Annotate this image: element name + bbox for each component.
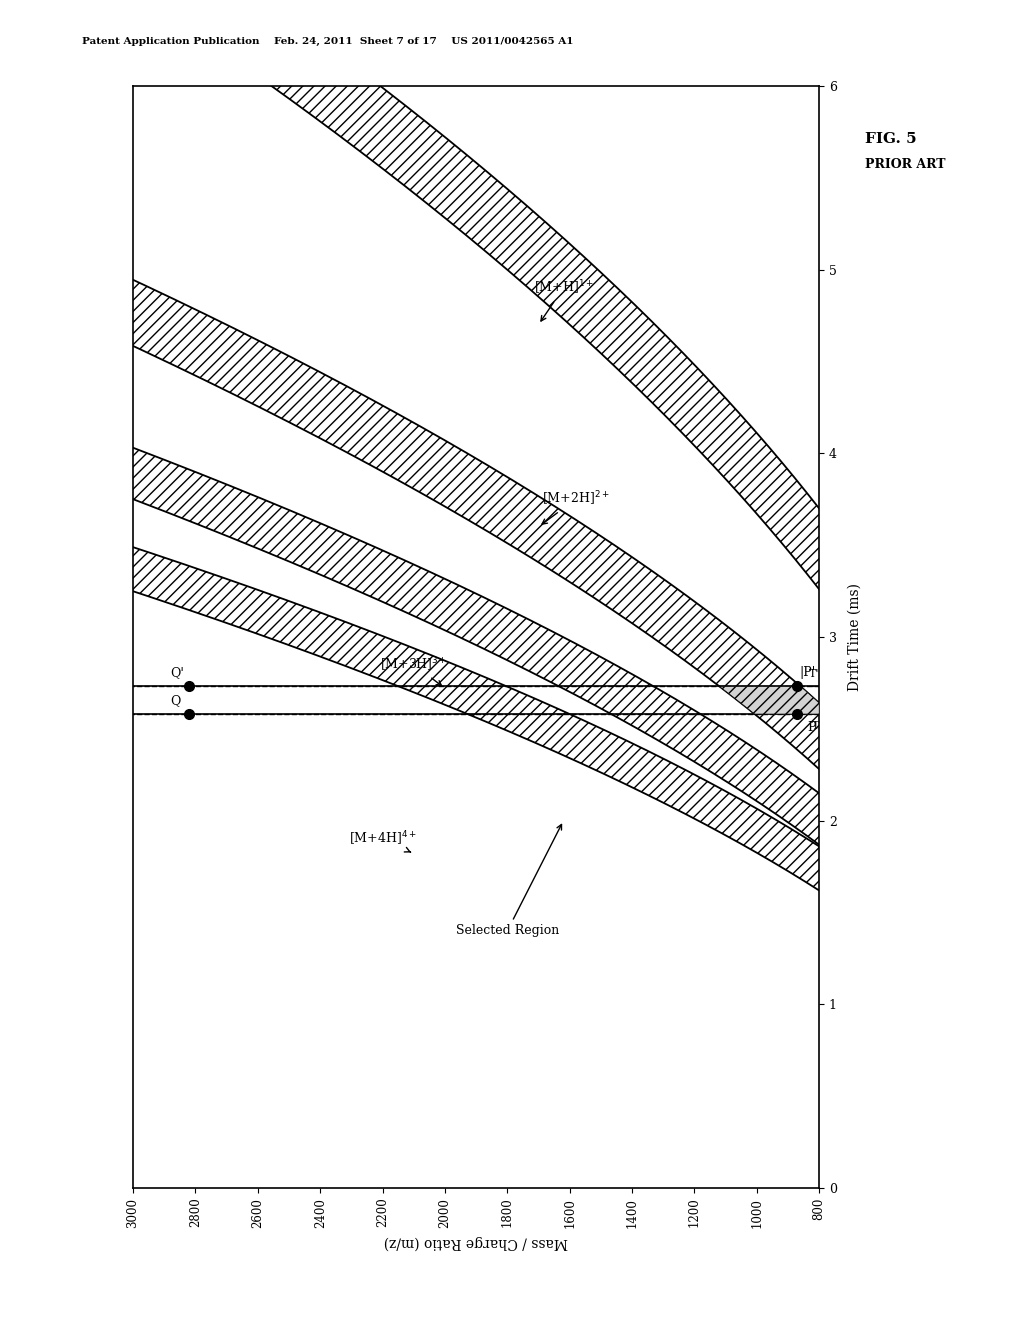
Text: |P': |P' — [800, 667, 816, 680]
Text: Q': Q' — [171, 667, 184, 680]
Text: [M+4H]$^{4+}$: [M+4H]$^{4+}$ — [349, 830, 417, 853]
Text: P: P — [808, 722, 816, 734]
X-axis label: Mass / Charge Ratio (m/z): Mass / Charge Ratio (m/z) — [384, 1234, 568, 1249]
Text: T: T — [812, 722, 819, 731]
Text: Q: Q — [171, 694, 181, 706]
Text: Patent Application Publication    Feb. 24, 2011  Sheet 7 of 17    US 2011/004256: Patent Application Publication Feb. 24, … — [82, 37, 573, 46]
Text: T': T' — [809, 669, 819, 680]
Text: PRIOR ART: PRIOR ART — [865, 158, 946, 172]
Text: Selected Region: Selected Region — [456, 825, 561, 937]
Text: [M+H]$^{1+}$: [M+H]$^{1+}$ — [534, 279, 593, 321]
Text: FIG. 5: FIG. 5 — [865, 132, 916, 145]
Y-axis label: Drift Time (ms): Drift Time (ms) — [848, 583, 862, 690]
Text: [M+3H]$^{3+}$: [M+3H]$^{3+}$ — [380, 655, 447, 685]
Text: [M+2H]$^{2+}$: [M+2H]$^{2+}$ — [542, 490, 609, 524]
